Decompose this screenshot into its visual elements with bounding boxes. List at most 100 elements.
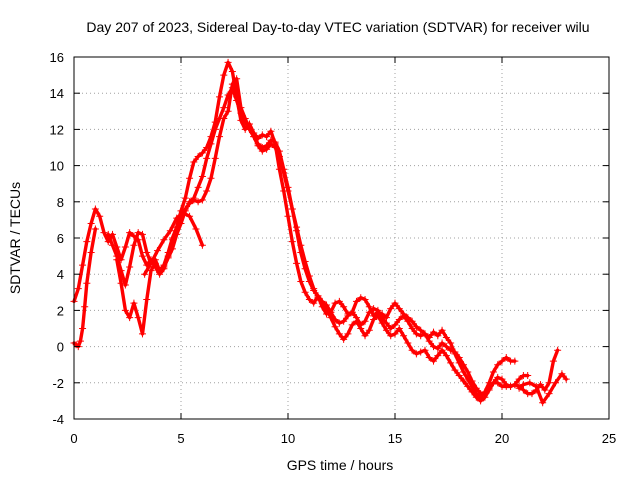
data-point-marker (335, 319, 343, 327)
data-point-marker (489, 379, 497, 387)
data-point-marker (138, 330, 146, 338)
data-point-marker (430, 343, 438, 351)
data-point-marker (126, 314, 134, 322)
data-point-marker (310, 299, 318, 307)
series-line (115, 86, 560, 403)
y-tick-label: 8 (57, 195, 64, 210)
data-point-marker (552, 379, 559, 387)
data-point-marker (400, 332, 408, 340)
data-point-marker (434, 332, 442, 340)
data-point-marker (539, 399, 547, 407)
data-point-marker (395, 315, 403, 323)
data-point-marker (267, 140, 275, 148)
data-point-marker (104, 230, 112, 238)
data-point-marker (335, 330, 343, 338)
data-point-marker (271, 144, 279, 151)
data-point-marker (121, 306, 129, 314)
data-point-marker (468, 388, 476, 396)
y-tick-label: 4 (57, 267, 64, 282)
data-point-marker (511, 357, 519, 365)
data-point-marker (297, 277, 305, 285)
data-point-marker (498, 375, 506, 383)
x-tick-label: 5 (177, 431, 184, 446)
data-point-marker (558, 370, 566, 378)
data-point-marker (481, 393, 489, 401)
data-point-marker (412, 323, 420, 331)
data-point-marker (370, 305, 378, 313)
data-point-marker (374, 312, 382, 320)
data-point-marker (186, 174, 194, 182)
data-point-marker (348, 308, 356, 316)
data-point-marker (138, 230, 146, 238)
data-point-marker (280, 169, 288, 177)
data-point-marker (275, 153, 283, 161)
data-point-marker (143, 248, 151, 256)
data-point-marker (224, 58, 232, 66)
y-tick-label: -2 (52, 376, 64, 391)
data-point-marker (203, 187, 211, 195)
grid-layer (74, 57, 609, 419)
data-point-marker (164, 254, 172, 262)
data-point-marker (408, 346, 416, 354)
data-point-marker (237, 109, 245, 117)
data-point-marker (404, 339, 412, 347)
series-line (142, 210, 205, 276)
data-point-marker (91, 225, 99, 233)
data-point-marker (160, 263, 168, 271)
data-point-marker (194, 153, 202, 161)
data-point-marker (361, 296, 369, 304)
data-point-marker (245, 125, 253, 133)
data-point-marker (168, 245, 176, 253)
data-point-marker (198, 149, 206, 157)
data-point-marker (194, 183, 202, 191)
x-tick-label: 20 (495, 431, 509, 446)
data-point-marker (305, 272, 313, 280)
data-point-marker (412, 350, 420, 358)
data-point-marker (147, 267, 155, 275)
data-point-marker (357, 294, 365, 302)
x-axis-label: GPS time / hours (287, 457, 394, 473)
data-point-marker (438, 346, 446, 354)
data-point-marker (361, 317, 369, 325)
y-axis-label: SDTVAR / TECUs (7, 182, 23, 294)
data-point-marker (352, 297, 360, 305)
data-point-marker (387, 305, 395, 313)
data-point-marker (526, 379, 534, 387)
data-point-marker (74, 285, 82, 293)
data-point-marker (408, 325, 416, 332)
data-point-marker (186, 198, 194, 206)
data-point-marker (387, 325, 395, 332)
data-point-marker (224, 91, 232, 99)
data-point-marker (502, 381, 510, 389)
data-point-marker (141, 270, 149, 278)
data-point-marker (344, 312, 352, 320)
data-point-marker (96, 212, 104, 220)
series-layer (70, 58, 570, 407)
x-tick-label: 0 (70, 431, 77, 446)
data-point-marker (198, 241, 206, 249)
data-point-marker (194, 198, 202, 206)
tick-layer: 0 5 10 15 20 25 -4 -2 0 2 4 6 8 10 12 14 16 (50, 50, 617, 446)
data-point-marker (301, 258, 309, 266)
data-point-marker (190, 158, 198, 166)
data-point-marker (455, 372, 463, 380)
data-point-marker (228, 84, 236, 92)
data-point-marker (117, 279, 125, 287)
y-tick-label: 2 (57, 303, 64, 318)
y-tick-label: -4 (52, 412, 64, 427)
data-point-marker (382, 326, 390, 334)
data-point-marker (562, 375, 570, 383)
data-point-marker (537, 381, 545, 389)
data-point-marker (361, 332, 369, 340)
x-tick-label: 10 (281, 431, 295, 446)
data-point-marker (541, 386, 549, 394)
x-tick-label: 25 (602, 431, 616, 446)
data-point-marker (434, 344, 442, 352)
data-point-marker (288, 205, 296, 213)
data-point-marker (348, 321, 356, 329)
data-point-marker (134, 229, 142, 237)
data-point-marker (438, 339, 446, 347)
data-point-marker (224, 107, 232, 115)
data-point-marker (438, 326, 446, 334)
